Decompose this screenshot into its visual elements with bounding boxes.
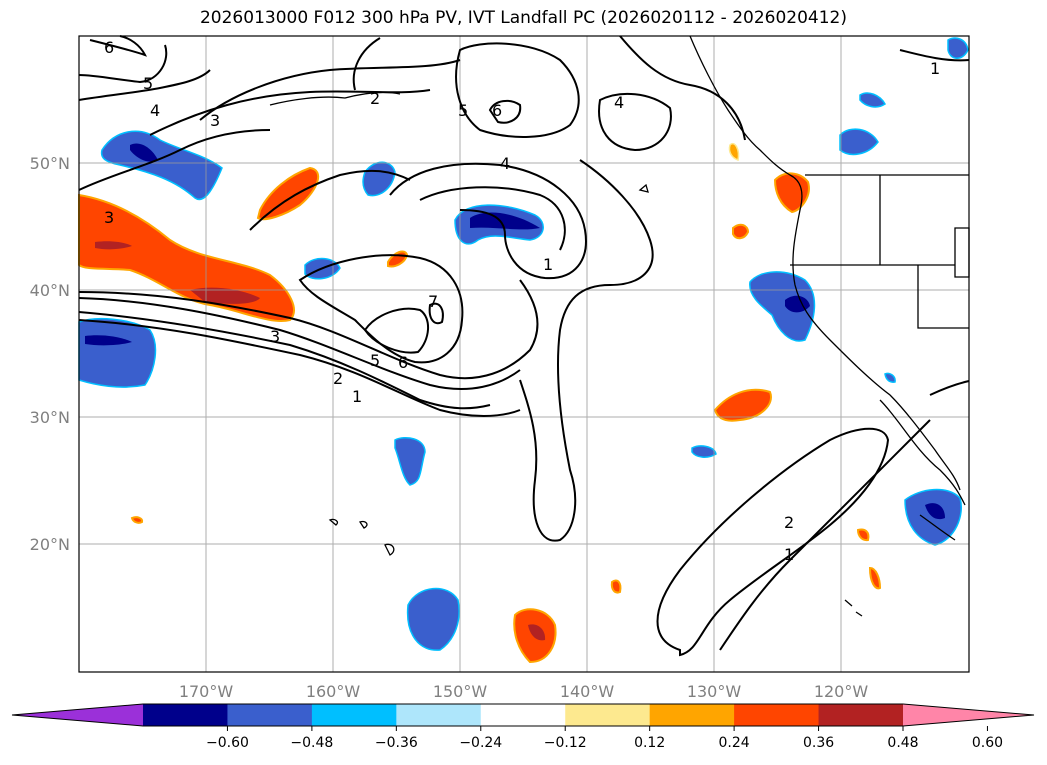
positive-anomaly-blob bbox=[868, 566, 882, 590]
contour-label: 4 bbox=[150, 101, 160, 120]
coastlines bbox=[269, 35, 970, 617]
positive-anomaly-blob bbox=[610, 579, 622, 594]
contour-label: 4 bbox=[614, 93, 624, 112]
contour-label: 5 bbox=[143, 74, 153, 93]
negative-anomaly-blob bbox=[947, 37, 969, 59]
colorbar-outline bbox=[11, 703, 1035, 727]
colorbar-tick-label: 0.36 bbox=[803, 735, 834, 751]
colorbar-tick-label: −0.60 bbox=[206, 735, 249, 751]
colorbar-segment bbox=[480, 704, 566, 726]
negative-anomaly-blob bbox=[406, 587, 460, 651]
longitude-labels: 170°W 160°W 150°W 140°W 130°W 120°W bbox=[179, 682, 869, 701]
colorbar-segment bbox=[734, 704, 820, 726]
contour-label: 1 bbox=[930, 59, 940, 78]
negative-anomaly-core bbox=[130, 143, 158, 162]
lon-label: 120°W bbox=[814, 682, 869, 701]
contour-label: 4 bbox=[500, 154, 510, 173]
negative-anomaly-blob bbox=[78, 317, 157, 388]
colorbar-extend-high bbox=[903, 704, 1034, 726]
positive-anomaly-band bbox=[78, 193, 295, 322]
negative-anomaly-blob bbox=[884, 372, 896, 383]
positive-anomaly-blob bbox=[713, 388, 772, 422]
contour-label: 6 bbox=[104, 38, 114, 57]
contour-labels: 6 5 4 3 2 5 6 4 4 3 1 7 3 5 6 2 1 2 1 1 bbox=[104, 38, 940, 564]
colorbar-segment bbox=[396, 704, 482, 726]
contour-label: 5 bbox=[458, 101, 468, 120]
colorbar-segment bbox=[565, 704, 651, 726]
negative-anomaly-blob bbox=[749, 271, 816, 342]
negative-anomaly-blob bbox=[691, 445, 717, 458]
lat-label: 50°N bbox=[30, 154, 70, 173]
positive-anomaly-blob bbox=[773, 172, 810, 214]
lon-label: 160°W bbox=[306, 682, 361, 701]
colorbar-segment bbox=[311, 704, 397, 726]
contour-label: 1 bbox=[543, 255, 553, 274]
negative-anomaly-blob bbox=[859, 92, 886, 108]
colorbar-extend-low bbox=[12, 704, 143, 726]
contour-label: 6 bbox=[492, 101, 502, 120]
colorbar-tick-label: −0.36 bbox=[375, 735, 418, 751]
contour-label: 6 bbox=[398, 353, 408, 372]
contour-label: 3 bbox=[270, 327, 280, 346]
lon-label: 140°W bbox=[560, 682, 615, 701]
positive-anomaly-core bbox=[528, 624, 546, 641]
colorbar-tick-label: −0.12 bbox=[544, 735, 587, 751]
contour-label: 1 bbox=[352, 387, 362, 406]
negative-anomaly-blob bbox=[394, 437, 426, 486]
positive-anomaly-blob bbox=[728, 143, 740, 161]
positive-anomaly-core bbox=[190, 287, 260, 304]
negative-anomaly-blob bbox=[839, 128, 879, 156]
lat-label: 20°N bbox=[30, 535, 70, 554]
lon-label: 150°W bbox=[433, 682, 488, 701]
colorbar-segment bbox=[143, 704, 228, 726]
colorbar-tick-label: 0.48 bbox=[887, 735, 918, 751]
pv-contours bbox=[78, 35, 970, 657]
latitude-labels: 50°N 40°N 30°N 20°N bbox=[30, 154, 70, 554]
map-title: 2026013000 F012 300 hPa PV, IVT Landfall… bbox=[199, 8, 847, 28]
contour-label: 2 bbox=[784, 513, 794, 532]
colorbar-segment bbox=[649, 704, 735, 726]
colorbar-segment bbox=[818, 704, 904, 726]
colorbar-tick-label: 0.60 bbox=[972, 735, 1003, 751]
colorbar-tick-label: −0.48 bbox=[290, 735, 333, 751]
contour-label: 1 bbox=[784, 545, 794, 564]
colorbar: −0.60 −0.48 −0.36 −0.24 −0.12 0.12 0.24 0.36 0.4… bbox=[11, 703, 1035, 751]
contour-label: 7 bbox=[428, 292, 438, 311]
contour-label: 2 bbox=[333, 369, 343, 388]
lat-label: 30°N bbox=[30, 408, 70, 427]
negative-anomaly-core bbox=[470, 212, 540, 230]
positive-anomaly-blob bbox=[732, 223, 750, 240]
map-background bbox=[79, 36, 969, 672]
contour-label: 3 bbox=[210, 111, 220, 130]
colorbar-segment bbox=[227, 704, 313, 726]
positive-anomaly-blob bbox=[130, 516, 144, 524]
positive-anomaly-blob bbox=[256, 166, 320, 221]
negative-anomaly-core bbox=[85, 335, 132, 346]
contour-label: 3 bbox=[104, 208, 114, 227]
colorbar-tick-label: −0.24 bbox=[459, 735, 502, 751]
colorbar-tick-label: 0.24 bbox=[719, 735, 750, 751]
lon-label: 130°W bbox=[687, 682, 742, 701]
contour-label: 5 bbox=[370, 351, 380, 370]
gridlines bbox=[79, 36, 969, 672]
negative-anomaly-core bbox=[925, 503, 945, 520]
positive-anomaly-blob bbox=[856, 528, 870, 542]
lon-label: 170°W bbox=[179, 682, 234, 701]
positive-anomaly-core bbox=[95, 241, 132, 250]
negative-anomaly-blob bbox=[904, 488, 962, 546]
map-frame bbox=[78, 35, 970, 673]
shading-layer bbox=[78, 37, 969, 664]
colorbar-tick-label: 0.12 bbox=[634, 735, 665, 751]
lat-label: 40°N bbox=[30, 281, 70, 300]
map-panel: 6 5 4 3 2 5 6 4 4 3 1 7 3 5 6 2 1 2 1 1 bbox=[78, 35, 970, 673]
contour-label: 2 bbox=[370, 89, 380, 108]
